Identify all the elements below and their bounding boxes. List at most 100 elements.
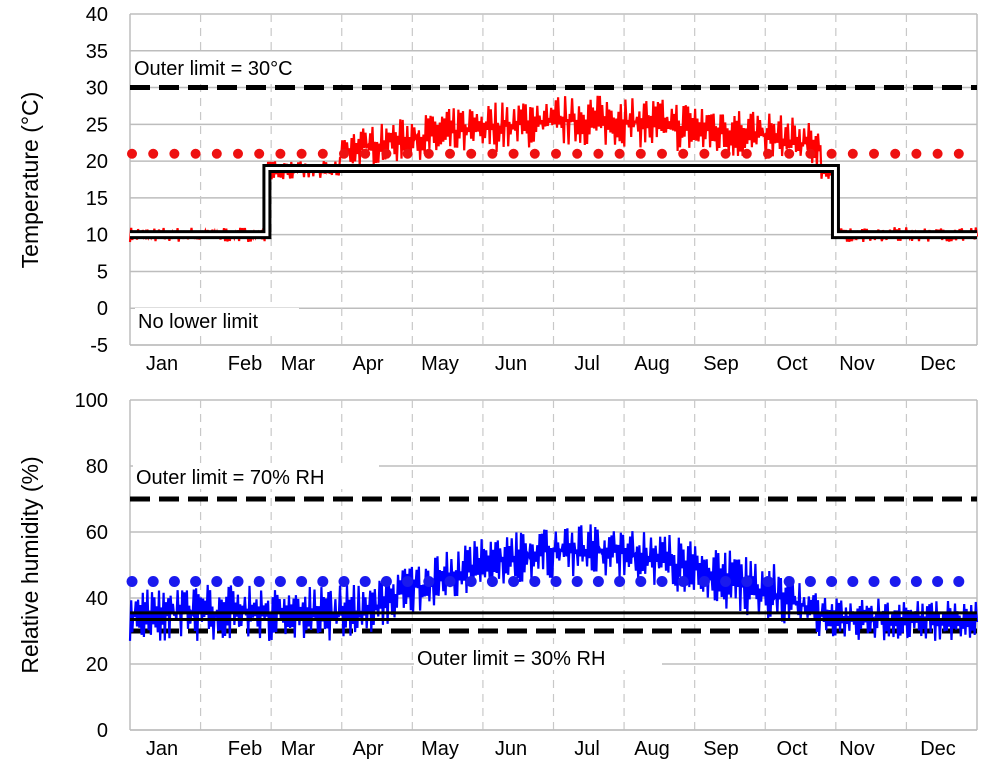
y-tick-label: 0	[97, 298, 108, 320]
inner-limit-dot	[551, 148, 561, 159]
y-tick-label: 20	[86, 654, 108, 676]
annotation-outer-limit-upper: Outer limit = 30°C	[134, 58, 293, 80]
y-tick-label: 20	[86, 151, 108, 173]
measured-series-line	[128, 524, 979, 641]
inner-limit-dot	[762, 576, 774, 587]
temperature-axis-title: Temperature (°C)	[17, 92, 43, 269]
setpoint-line-inner	[130, 166, 977, 237]
x-tick-label: Oct	[776, 353, 808, 375]
inner-limit-dot	[656, 576, 668, 587]
x-tick-label: Feb	[228, 738, 262, 760]
inner-limit-dot	[677, 576, 689, 587]
inner-limit-dot	[720, 576, 732, 587]
x-tick-label: Jul	[574, 353, 600, 375]
annotation-bg	[135, 308, 299, 334]
y-tick-label: 5	[97, 261, 108, 283]
inner-limit-dot	[804, 576, 816, 587]
inner-limit-dot	[359, 576, 371, 587]
inner-limit-dot	[805, 148, 816, 159]
inner-limit-dot	[274, 576, 286, 587]
inner-limit-dot	[402, 148, 413, 159]
inner-limit-dot	[720, 148, 731, 159]
inner-limit-dot	[953, 148, 964, 159]
inner-limit-dot	[847, 148, 858, 159]
inner-limit-dot	[741, 576, 753, 587]
x-tick-label: Feb	[228, 353, 262, 375]
x-tick-label: Dec	[920, 353, 956, 375]
inner-limit-dot	[423, 576, 435, 587]
inner-limit-dot	[465, 576, 477, 587]
inner-limit-dot	[360, 148, 371, 159]
inner-limit-dot	[699, 148, 710, 159]
y-tick-label: 0	[97, 720, 108, 742]
inner-limit-dot	[487, 148, 498, 159]
y-tick-label: 30	[86, 78, 108, 100]
annotation-bg	[414, 644, 662, 670]
humidity-axis-title: Relative humidity (%)	[17, 456, 43, 673]
x-tick-label: Sep	[703, 353, 739, 375]
inner-limit-dot	[890, 148, 901, 159]
inner-limit-dot	[148, 148, 159, 159]
inner-limit-dot	[826, 576, 838, 587]
humidity-panel: 100 80 60 40 20 0 Jan Feb Mar Apr May Jun Jul Aug Sep O…	[75, 390, 979, 760]
y-tick-label: 60	[86, 522, 108, 544]
inner-limit-dot	[423, 148, 434, 159]
inner-limit-dot	[847, 576, 859, 587]
y-tick-label: 15	[86, 188, 108, 210]
inner-limit-dot	[826, 148, 837, 159]
x-tick-label: May	[421, 738, 459, 760]
x-tick-label: Nov	[839, 353, 875, 375]
inner-limit-dot	[678, 148, 689, 159]
y-tick-label: 10	[86, 225, 108, 247]
inner-limit-dot	[911, 148, 922, 159]
inner-limit-dot	[508, 148, 519, 159]
inner-limit-dot	[868, 576, 880, 587]
inner-limit-dot	[127, 148, 137, 159]
inner-limit-dot	[466, 148, 477, 159]
inner-limit-dot	[402, 576, 414, 587]
y-tick-label: 40	[86, 4, 108, 26]
inner-limit-dot	[381, 148, 392, 159]
inner-limit-dot	[253, 576, 265, 587]
x-tick-label: Mar	[281, 738, 316, 760]
inner-limit-dot	[763, 148, 773, 159]
annotation-outer-limit-lower: Outer limit = 30% RH	[417, 648, 605, 670]
x-tick-label: Jun	[495, 738, 527, 760]
inner-limit-dot	[126, 576, 138, 587]
inner-limit-dot	[889, 576, 901, 587]
inner-limit-dot	[147, 576, 159, 587]
annotation-no-lower-limit: No lower limit	[138, 311, 258, 333]
x-tick-label: Apr	[352, 738, 383, 760]
x-tick-label: Oct	[776, 738, 808, 760]
inner-limit-dot	[784, 148, 795, 159]
inner-limit-dot	[211, 576, 223, 587]
y-tick-label: 100	[75, 390, 108, 412]
inner-limit-dot	[932, 148, 943, 159]
y-tick-label: 25	[86, 114, 108, 136]
annotation-bg	[133, 463, 379, 489]
x-tick-label: Sep	[703, 738, 739, 760]
inner-limit-dot	[571, 576, 583, 587]
x-tick-label: Jan	[146, 738, 178, 760]
inner-limit-dot	[190, 576, 202, 587]
inner-limit-dot	[783, 576, 795, 587]
inner-limit-dot	[211, 148, 222, 159]
x-tick-label: Apr	[352, 353, 383, 375]
inner-limit-dot	[614, 148, 625, 159]
inner-limit-dot	[232, 576, 244, 587]
inner-limit-dot	[339, 148, 349, 159]
x-tick-label: Jan	[146, 353, 178, 375]
inner-limit-dot	[910, 576, 922, 587]
inner-limit-dot	[190, 148, 201, 159]
y-tick-label: 40	[86, 588, 108, 610]
x-tick-label: Jul	[574, 738, 600, 760]
x-tick-label: May	[421, 353, 459, 375]
y-tick-label: 35	[86, 41, 108, 63]
inner-limit-dot	[296, 576, 308, 587]
y-tick-label: 80	[86, 456, 108, 478]
x-tick-label: Nov	[839, 738, 875, 760]
inner-limit-dot	[869, 148, 879, 159]
annotation-bg	[132, 54, 352, 80]
x-tick-label: Mar	[281, 353, 316, 375]
